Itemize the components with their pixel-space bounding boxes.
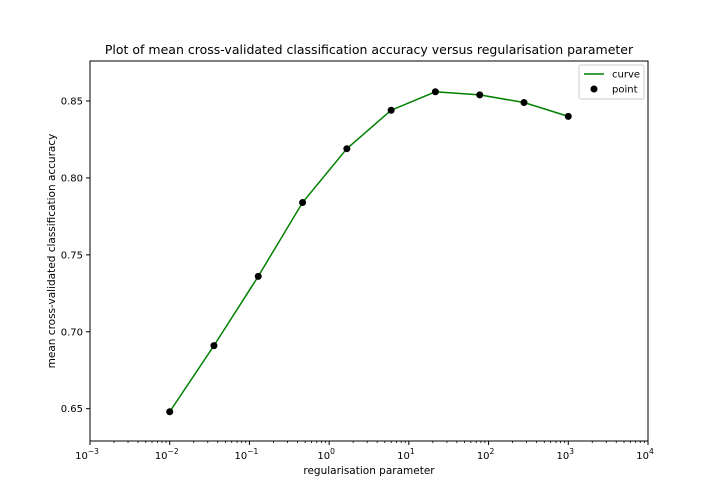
y-axis-label: mean cross-validated classification accu… — [46, 134, 58, 369]
series-line-curve — [169, 91, 569, 413]
legend-dot-swatch — [590, 85, 598, 93]
y-tick-label: 0.70 — [61, 327, 83, 338]
x-tick-label: 103 — [557, 447, 575, 462]
data-point — [387, 106, 395, 114]
data-point — [166, 408, 174, 416]
data-point — [343, 145, 351, 153]
data-point — [299, 199, 307, 207]
data-point — [564, 112, 572, 120]
y-tick-label: 0.80 — [61, 173, 83, 184]
data-point — [210, 342, 218, 350]
legend: curve point — [578, 64, 645, 100]
data-point — [431, 88, 439, 96]
data-point — [520, 99, 528, 107]
y-tick-label: 0.65 — [61, 404, 83, 415]
x-axis-label: regularisation parameter — [303, 465, 435, 477]
axes-frame — [89, 60, 649, 442]
data-point — [476, 91, 484, 99]
legend-label-curve: curve — [612, 70, 640, 81]
x-tick-label: 102 — [477, 447, 495, 462]
x-tick-label: 10−2 — [155, 447, 179, 462]
x-tick-label: 100 — [317, 447, 335, 462]
x-tick-label: 10−3 — [75, 447, 99, 462]
legend-label-point: point — [612, 85, 638, 96]
y-tick-label: 0.75 — [61, 250, 83, 261]
x-tick-label: 10−1 — [235, 447, 259, 462]
y-tick-label: 0.85 — [61, 97, 83, 108]
x-tick-label: 104 — [636, 447, 654, 462]
data-point — [254, 272, 262, 280]
plot-area: 10−3 10−2 10−1 100 101 102 103 104 0.65 0.70 0.75 0… — [61, 88, 654, 462]
x-tick-label: 101 — [397, 447, 415, 462]
chart-title: Plot of mean cross-validated classificat… — [105, 42, 634, 57]
